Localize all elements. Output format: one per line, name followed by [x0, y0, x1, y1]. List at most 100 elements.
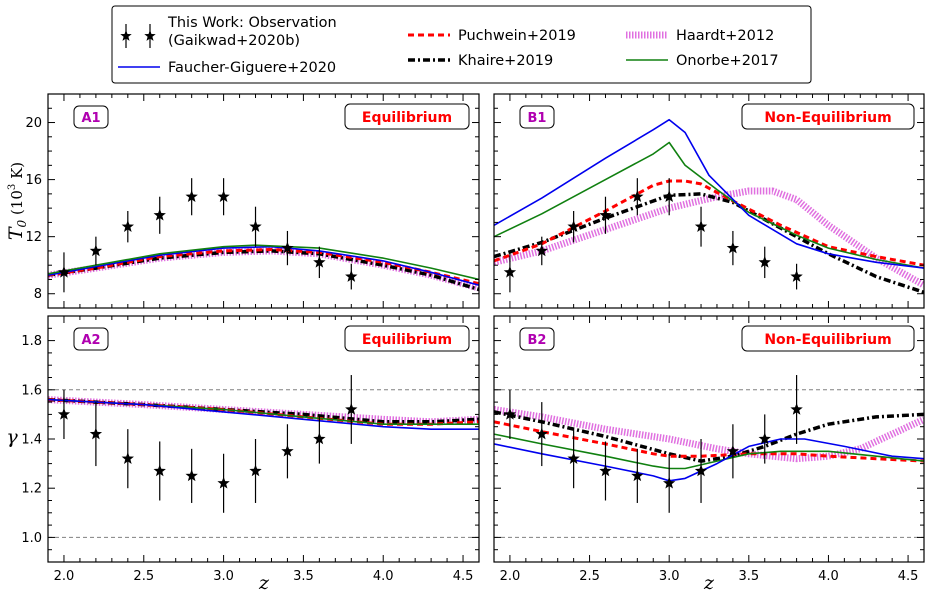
- observation-star-marker: [345, 402, 358, 415]
- series-line-pu: [494, 179, 924, 267]
- y-axis-label-gamma: γ: [6, 426, 18, 448]
- x-axis-label-left: z: [258, 572, 270, 594]
- observation-star-marker: [790, 270, 803, 282]
- x-tick-label: 3.0: [213, 569, 234, 584]
- observation-star-marker: [217, 476, 230, 489]
- x-tick-label: 3.5: [293, 569, 314, 584]
- observation-star-marker: [535, 244, 548, 257]
- observation-star-marker: [217, 190, 230, 202]
- x-tick-label: 2.5: [133, 569, 154, 584]
- observation-star-marker: [694, 464, 708, 477]
- panel-mode-box: [344, 103, 470, 130]
- panel-mode-box: [344, 325, 470, 352]
- legend-label-puchwein: Puchwein+2019: [458, 28, 576, 44]
- panel-mode-box: [741, 325, 915, 352]
- observation-star-marker: [313, 432, 326, 445]
- x-tick-label: 4.5: [453, 569, 474, 584]
- legend: This Work: Observation (Gaikwad+2020b) F…: [111, 5, 812, 84]
- panel-tag-box: [73, 105, 109, 129]
- observation-star-marker: [663, 476, 676, 489]
- panel-mode-label: Equilibrium: [362, 332, 452, 348]
- y-tick-label: 12: [25, 230, 42, 245]
- legend-label-observation-source: (Gaikwad+2020b): [168, 33, 300, 49]
- y-tick-label: 1.6: [21, 383, 42, 398]
- x-tick-label: 4.0: [818, 569, 839, 584]
- legend-entry-faucher-giguere: Faucher-Giguere+2020: [118, 60, 336, 76]
- panel-frame: [493, 315, 925, 563]
- series-line-kh: [494, 192, 924, 294]
- legend-entry-observation: This Work: Observation (Gaikwad+2020b): [120, 15, 337, 49]
- y-tick-label: 8: [34, 287, 42, 302]
- panel-tag-label: B1: [528, 111, 547, 126]
- observation-star-marker: [89, 427, 103, 440]
- observation-star-marker: [567, 220, 580, 232]
- panel-tag-label: A1: [81, 111, 100, 126]
- series-line-fg: [48, 398, 479, 431]
- panel-mode-label: Equilibrium: [362, 110, 452, 126]
- observation-star-marker: [567, 452, 580, 464]
- x-tick-label: 2.0: [54, 569, 75, 584]
- observation-star-marker: [249, 464, 262, 477]
- panel-frame: [493, 93, 925, 309]
- observation-star-marker: [599, 208, 612, 221]
- observation-star-marker: [121, 220, 134, 232]
- observation-star-marker: [726, 444, 740, 457]
- y-tick-label: 1.4: [21, 433, 42, 448]
- observation-star-marker: [281, 241, 294, 254]
- y-tick-label: 1.2: [21, 482, 42, 497]
- legend-entry-haardt: Haardt+2012: [626, 28, 774, 44]
- observation-star-marker: [631, 190, 644, 202]
- legend-frame: [111, 5, 812, 84]
- legend-label-khaire: Khaire+2019: [458, 53, 553, 69]
- legend-entry-puchwein: Puchwein+2019: [408, 28, 576, 44]
- y-tick-label: 1.0: [21, 531, 42, 546]
- observation-star-marker: [57, 407, 71, 420]
- x-tick-label: 3.5: [738, 569, 759, 584]
- observation-star-marker: [57, 265, 71, 278]
- legend-entry-khaire: Khaire+2019: [408, 53, 553, 69]
- observation-star-marker: [726, 241, 740, 254]
- y-axis-label-temperature: T0 (103 K): [5, 162, 29, 240]
- legend-star-marker: [144, 30, 156, 41]
- y-tick-label: 1.8: [21, 334, 42, 349]
- observation-star-marker: [313, 255, 326, 268]
- x-tick-label: 4.5: [898, 569, 919, 584]
- x-tick-label: 2.0: [500, 569, 521, 584]
- panel-mode-label: Non-Equilibrium: [764, 110, 891, 126]
- observation-star-marker: [631, 469, 644, 482]
- series-line-fg: [494, 118, 924, 269]
- observation-star-marker: [694, 220, 708, 232]
- legend-label-onorbe: Onorbe+2017: [676, 53, 779, 69]
- series-line-ha: [494, 187, 924, 289]
- series-line-ha: [48, 247, 479, 292]
- observation-star-marker: [153, 208, 166, 221]
- x-tick-label: 3.0: [659, 569, 680, 584]
- x-axis-label-right: z: [703, 572, 715, 594]
- x-tick-label: 4.0: [373, 569, 394, 584]
- observation-star-marker: [535, 427, 548, 440]
- panel-tag-box: [519, 327, 555, 351]
- panel-tag-box: [519, 105, 555, 129]
- panel-tag-label: A2: [81, 333, 100, 348]
- y-tick-label: 20: [25, 116, 42, 131]
- observation-star-marker: [185, 190, 198, 202]
- observation-star-marker: [599, 464, 612, 477]
- panel-b1-non-equilibrium-temperature: B1 Non-Equilibrium: [493, 93, 925, 309]
- observation-star-marker: [790, 402, 803, 415]
- panel-tag-label: B2: [528, 333, 547, 348]
- x-tick-label: 2.5: [579, 569, 600, 584]
- observation-star-marker: [281, 444, 294, 457]
- observation-star-marker: [249, 220, 262, 232]
- observation-star-marker: [121, 452, 134, 464]
- legend-entry-onorbe: Onorbe+2017: [626, 53, 779, 69]
- observation-star-marker: [503, 407, 517, 420]
- panel-mode-label: Non-Equilibrium: [764, 332, 891, 348]
- panel-a1-equilibrium-temperature: 8 12 16 20 A1 Equilibrium: [25, 93, 480, 309]
- observation-star-marker: [345, 270, 358, 282]
- observation-star-marker: [89, 244, 103, 257]
- panel-b2-non-equilibrium-gamma: 2.0 2.5 3.0 3.5 4.0 4.5 B2 Non-Equilibrium: [493, 315, 925, 584]
- observation-star-marker: [185, 469, 198, 482]
- legend-label-faucher-giguere: Faucher-Giguere+2020: [168, 60, 336, 76]
- y-tick-label: 16: [25, 173, 42, 188]
